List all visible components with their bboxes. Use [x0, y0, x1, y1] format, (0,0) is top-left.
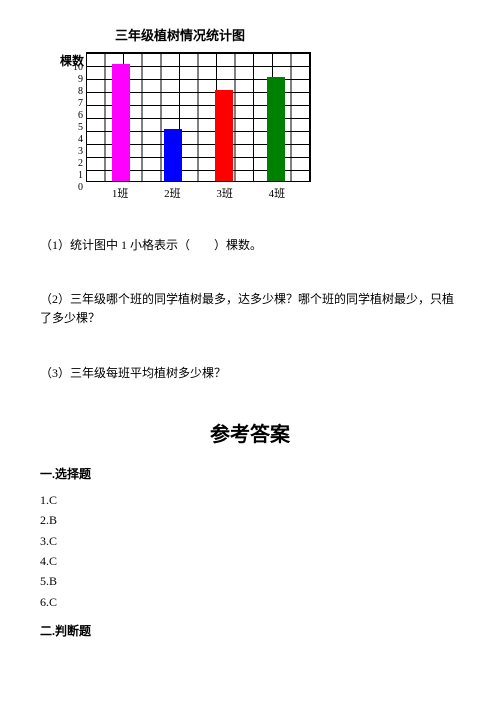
answer-title: 参考答案	[40, 418, 460, 447]
y-tick: 9	[60, 75, 83, 85]
y-tick: 10	[60, 63, 83, 73]
answer-item: 1.C	[40, 490, 460, 510]
section-1-heading: 一.选择题	[40, 465, 460, 482]
bar-3	[215, 90, 233, 181]
question-2: （2）三年级哪个班的同学植树最多，达多少棵？哪个班的同学植树最少，只植了多少棵？	[40, 290, 460, 328]
chart-container: 棵数 10 9 8 7 6 5 4 3 2 1 0	[60, 52, 460, 201]
chart-title: 三年级植树情况统计图	[60, 25, 300, 44]
y-tick: 7	[60, 99, 83, 109]
question-1: （1）统计图中 1 小格表示（ ）棵数。	[40, 236, 460, 255]
x-label: 4班	[269, 185, 286, 201]
x-label: 1班	[112, 185, 129, 201]
section-1-answers: 1.C 2.B 3.C 4.C 5.B 6.C	[40, 490, 460, 612]
x-label: 3班	[216, 185, 233, 201]
x-label: 2班	[164, 185, 181, 201]
y-tick: 4	[60, 135, 83, 145]
answer-item: 4.C	[40, 551, 460, 571]
chart-grid	[86, 52, 311, 182]
answer-item: 5.B	[40, 571, 460, 591]
y-tick: 8	[60, 87, 83, 97]
answer-item: 3.C	[40, 531, 460, 551]
bar-2	[164, 129, 182, 181]
x-axis-labels: 1班 2班 3班 4班	[86, 185, 311, 201]
question-3: （3）三年级每班平均植树多少棵？	[40, 364, 460, 383]
y-tick: 1	[60, 171, 83, 181]
questions-section: （1）统计图中 1 小格表示（ ）棵数。 （2）三年级哪个班的同学植树最多，达多…	[40, 236, 460, 383]
bar-4	[267, 77, 285, 181]
y-tick: 3	[60, 147, 83, 157]
y-axis-ticks: 10 9 8 7 6 5 4 3 2 1 0	[60, 63, 86, 193]
section-2-heading: 二.判断题	[40, 622, 460, 639]
y-tick: 6	[60, 111, 83, 121]
answer-item: 2.B	[40, 510, 460, 530]
y-tick: 2	[60, 159, 83, 169]
chart-area: 三年级植树情况统计图 棵数 10 9 8 7 6 5 4 3 2 1 0	[60, 25, 460, 201]
bar-1	[112, 64, 130, 181]
y-tick: 0	[60, 183, 83, 193]
grid-wrap: 1班 2班 3班 4班	[86, 52, 311, 201]
y-axis-wrapper: 棵数 10 9 8 7 6 5 4 3 2 1 0	[60, 52, 86, 193]
answer-item: 6.C	[40, 592, 460, 612]
y-tick: 5	[60, 123, 83, 133]
